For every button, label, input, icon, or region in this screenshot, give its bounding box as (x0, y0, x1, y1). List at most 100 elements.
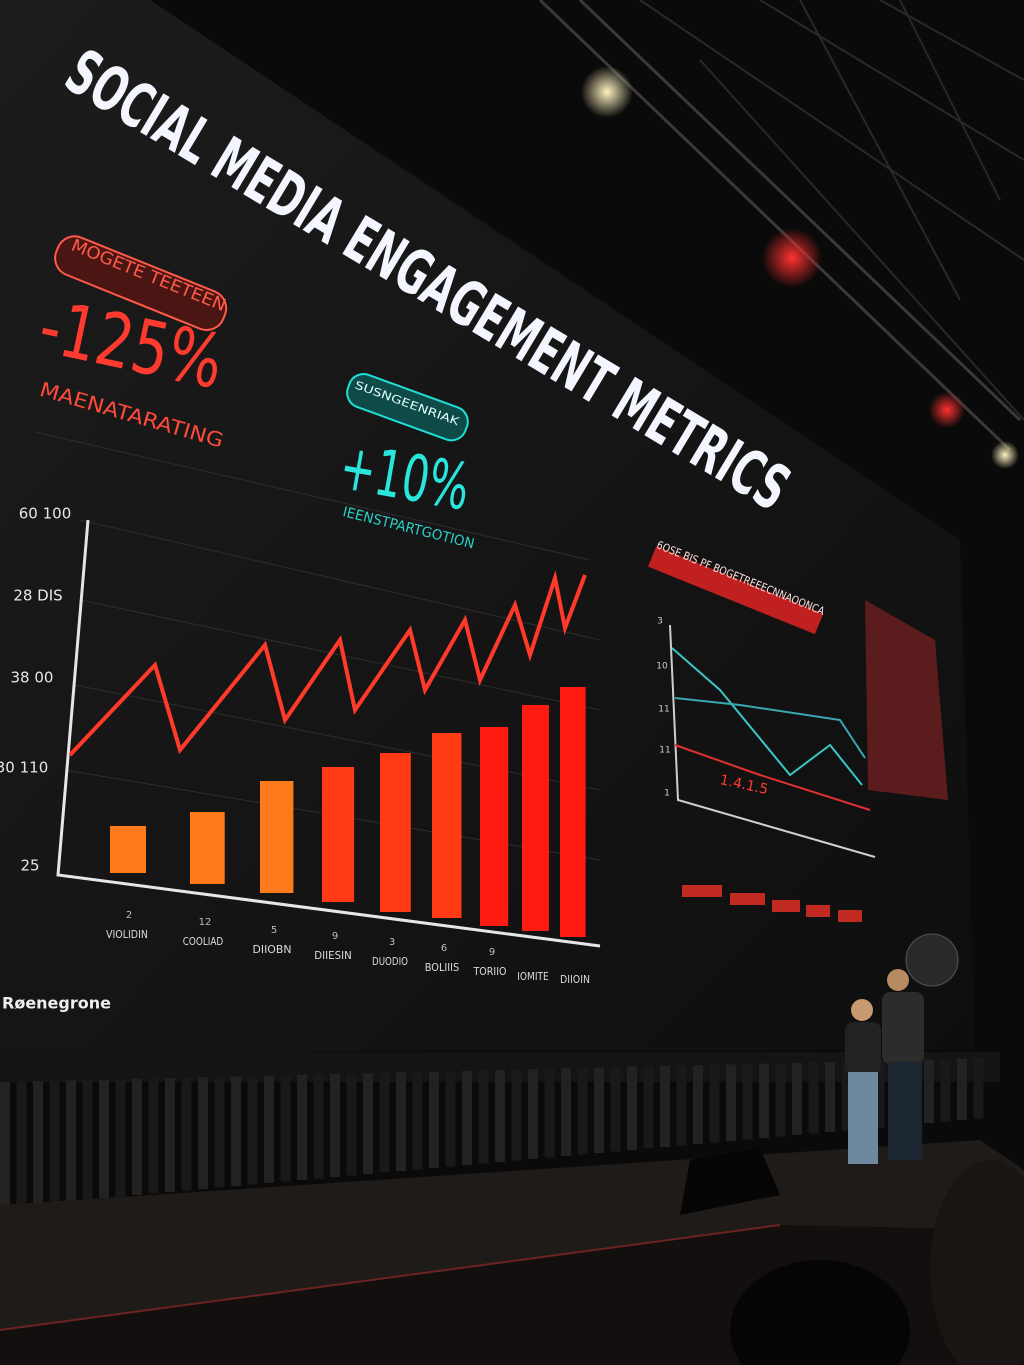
x-number: 6 (441, 943, 447, 954)
curtain-pleat (643, 1066, 654, 1149)
x-label: TORIIO (473, 965, 507, 978)
stage-light (929, 392, 965, 428)
curtain-pleat (330, 1074, 340, 1177)
presenter (882, 969, 924, 1160)
curtain-pleat (148, 1078, 159, 1194)
audience-head (730, 1260, 910, 1365)
curtain-pleat (429, 1071, 439, 1168)
curtain-pleat (874, 1060, 885, 1128)
x-number: 3 (389, 937, 395, 948)
panel-y-label: 3 (657, 617, 663, 627)
x-label: DIIESIN (314, 949, 352, 962)
panel-y-label: 1 (664, 789, 670, 799)
curtain-pleat (297, 1074, 307, 1180)
x-label: DIIOBN (253, 943, 292, 956)
curtain-pleat (445, 1071, 456, 1167)
curtain-pleat (973, 1058, 984, 1119)
stage-edge (0, 1224, 781, 1331)
ceiling-grid (639, 0, 1024, 421)
curtain-pleat (115, 1079, 126, 1197)
curtain-pleat (660, 1066, 670, 1147)
curtain-pleat (198, 1077, 208, 1189)
x-number: 12 (199, 917, 212, 928)
curtain-pleat (610, 1067, 621, 1152)
x-number: 9 (332, 931, 338, 942)
curtain-pleat (396, 1072, 406, 1171)
panel-line (671, 647, 863, 786)
curtain-pleat (561, 1068, 571, 1156)
curtain-pleat (709, 1064, 720, 1143)
curtain-pleat (808, 1062, 819, 1134)
video-panel (865, 600, 948, 800)
curtain-pleat (99, 1079, 109, 1198)
curtain-pleat (594, 1067, 604, 1153)
curtain-pleat (759, 1063, 769, 1138)
curtain-pleat (379, 1072, 390, 1173)
panel-axes (669, 624, 876, 858)
curtain-pleat (132, 1078, 142, 1195)
x-label: BOLIIIS (425, 961, 460, 974)
curtain-pleat (924, 1059, 934, 1123)
curtain-pleat (264, 1075, 274, 1183)
x-number: 5 (271, 925, 277, 936)
curtain-pleat (511, 1069, 522, 1161)
y-label: 25 (20, 857, 39, 875)
bar (480, 727, 509, 926)
curtain-pleat (412, 1072, 423, 1170)
bar (110, 826, 146, 873)
curtain-pleat (16, 1081, 27, 1206)
chart-axes (56, 519, 601, 948)
curtain-pleat (346, 1073, 357, 1176)
monitor-speaker (680, 1148, 780, 1215)
x-label: DIIOIN (560, 973, 590, 986)
bar (190, 812, 225, 884)
bar (322, 767, 355, 902)
y-label: 38 00 (11, 669, 54, 687)
curtain-pleat (181, 1077, 192, 1191)
y-label: 30 110 (0, 759, 48, 777)
curtain-pleat (495, 1070, 505, 1162)
curtain-pleat (742, 1064, 753, 1140)
curtain-pleat (726, 1064, 736, 1141)
y-label: 28 DIS (13, 587, 62, 605)
curtain-pleat (528, 1069, 538, 1159)
curtain-pleat (462, 1070, 472, 1165)
panel-y-label: 10 (656, 662, 668, 672)
panel-tabs (682, 885, 862, 922)
logo-disc (905, 933, 959, 987)
stage-light (762, 228, 822, 288)
curtain-pleat (792, 1062, 802, 1135)
brand: Røenegrone (2, 994, 111, 1013)
curtain-pleat (313, 1074, 324, 1179)
bar (522, 705, 549, 931)
x-number: 9 (489, 947, 495, 958)
presenter (845, 999, 881, 1164)
bars (110, 687, 586, 937)
x-label: DUODIO (372, 955, 408, 968)
panel-line (674, 697, 866, 759)
audience-head (930, 1160, 1024, 1365)
curtain-pleat (231, 1076, 241, 1186)
stage-light (991, 441, 1019, 469)
x-number: 2 (126, 910, 132, 921)
x-label: COOLIAD (183, 935, 224, 948)
x-label: IOMITE (517, 970, 549, 983)
curtain-pleat (214, 1076, 225, 1188)
curtain-pleat (693, 1065, 703, 1144)
curtain-pleat (247, 1076, 258, 1185)
panel-title-bar (648, 546, 824, 635)
curtain-pleat (478, 1070, 489, 1164)
curtain-pleat (841, 1061, 852, 1131)
curtain-pleat (33, 1081, 43, 1204)
stage-light (581, 66, 633, 118)
screen (0, 0, 975, 1052)
curtain-pleat (363, 1073, 373, 1174)
y-label: 60 100 (19, 505, 72, 523)
curtain-pleat (940, 1059, 951, 1122)
bar (380, 753, 411, 912)
curtain-pleat (66, 1080, 76, 1201)
curtain-pleat (280, 1075, 291, 1182)
trend-line (68, 570, 587, 757)
panel-line (674, 744, 871, 811)
bar (260, 781, 294, 893)
